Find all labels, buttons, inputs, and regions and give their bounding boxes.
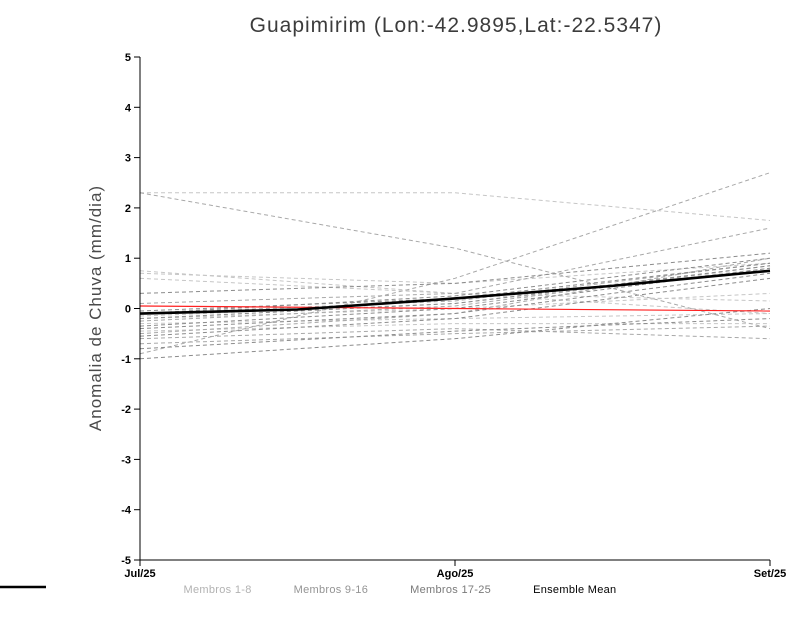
x-tick-label: Ago/25 — [437, 568, 474, 580]
y-tick-label: 2 — [125, 203, 131, 215]
y-tick-label: 1 — [125, 253, 131, 265]
legend-label: Membros 9-16 — [293, 584, 369, 596]
ensemble-member-line — [140, 192, 771, 221]
ensemble-member-line — [139, 192, 771, 330]
solid-line-swatch — [0, 585, 46, 589]
legend-label: Ensemble Mean — [533, 584, 617, 596]
legend-item-members-1-8: Membros 1-8 — [0, 584, 252, 596]
legend-label: Membros 1-8 — [183, 584, 252, 596]
y-tick-label: 3 — [125, 153, 131, 165]
ensemble-member-line — [139, 308, 771, 360]
y-tick-label: -3 — [121, 454, 131, 466]
x-tick-label: Set/25 — [754, 568, 786, 580]
y-tick-label: 5 — [125, 52, 131, 64]
y-tick-label: 0 — [125, 304, 131, 316]
ensemble-member-line — [139, 277, 771, 337]
ensemble-member-line — [139, 325, 771, 345]
ensemble-mean-line — [139, 269, 771, 315]
y-tick-label: -5 — [121, 555, 131, 567]
legend-item-ensemble-mean: Ensemble Mean — [0, 584, 617, 596]
ensemble-member-line — [139, 262, 771, 315]
ensemble-member-line — [139, 265, 771, 322]
y-tick-label: -1 — [121, 354, 131, 366]
zero-anomaly-line — [139, 305, 771, 312]
ensemble-member-line — [139, 172, 771, 355]
chart-title: Guapimirim (Lon:-42.9895,Lat:-22.5347) — [249, 14, 663, 37]
ensemble-member-line — [139, 318, 771, 350]
ensemble-member-line — [139, 265, 771, 320]
y-tick-label: -4 — [121, 505, 132, 517]
legend-item-members-17-25: Membros 17-25 — [0, 584, 492, 596]
ensemble-member-line — [139, 257, 771, 315]
legend-label: Membros 17-25 — [410, 584, 492, 596]
ensemble-member-line — [139, 252, 771, 294]
legend: Membros 1-8 Membros 9-16 Membros 17-25 E… — [0, 584, 800, 596]
ensemble-member-line — [139, 227, 771, 304]
x-tick-label: Jul/25 — [124, 568, 155, 580]
ensemble-member-line — [139, 272, 771, 330]
legend-item-members-9-16: Membros 9-16 — [0, 584, 369, 596]
ensemble-member-line — [139, 328, 771, 340]
y-tick-label: -2 — [121, 404, 131, 416]
y-tick-label: 4 — [125, 102, 132, 114]
